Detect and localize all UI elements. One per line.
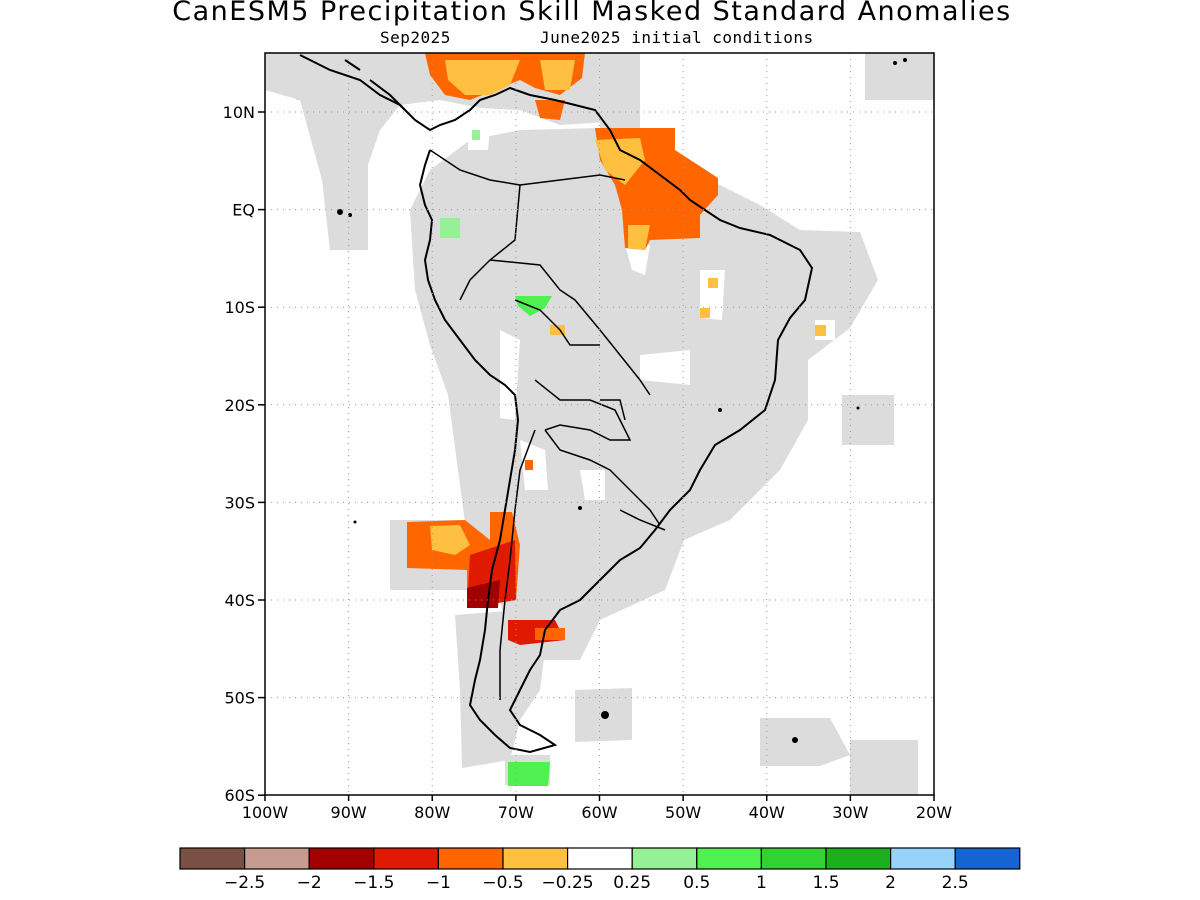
map-title: CanESM5 Precipitation Skill Masked Stand… [172, 0, 1012, 27]
lat-tick-label: 20S [224, 396, 255, 415]
positive-anomalies [440, 130, 552, 786]
colorbar-swatch [760, 847, 827, 870]
colorbar-swatch [825, 847, 892, 870]
colorbar-swatch [244, 847, 310, 870]
colorbar-swatch [437, 847, 504, 870]
country-borders [429, 149, 666, 700]
lon-tick-label: 70W [498, 803, 534, 822]
lat-tick-label: 10N [223, 103, 255, 122]
colorbar-swatch [179, 847, 246, 870]
lon-tick-label: 100W [242, 803, 289, 822]
colorbar-swatch [954, 847, 1021, 870]
colorbar-swatch [696, 847, 762, 870]
lat-tick-label: 10S [224, 298, 255, 317]
colorbar-label: 1.5 [812, 873, 839, 893]
lon-tick-label: 80W [414, 803, 450, 822]
colorbar-label: 0.5 [683, 873, 710, 893]
lon-tick-label: 40W [749, 803, 785, 822]
lat-tick-label: 50S [224, 689, 255, 708]
lat-tick-label: 30S [224, 493, 255, 512]
lon-tick-label: 50W [665, 803, 701, 822]
lat-tick-label: EQ [232, 201, 255, 220]
lon-tick-label: 20W [916, 803, 952, 822]
colorbar-label: 2.5 [942, 873, 969, 893]
target-month: Sep2025 [380, 28, 451, 47]
colorbar-label: −1 [426, 873, 451, 893]
colorbar-swatch [631, 847, 698, 870]
colorbar-swatch [308, 847, 375, 870]
colorbar: −2.5 −2 −1.5 −1 −0.5 −0.25 0.25 0.5 1 1.5 2 2.5 [179, 847, 1021, 893]
colorbar-label: −1.5 [353, 873, 394, 893]
lon-tick-label: 90W [331, 803, 367, 822]
colorbar-swatch [566, 847, 633, 870]
colorbar-label: −2.5 [224, 873, 265, 893]
lat-tick-label: 60S [224, 786, 255, 805]
colorbar-label: −2 [297, 873, 322, 893]
colorbar-label: −0.5 [482, 873, 523, 893]
colorbar-label: −0.25 [542, 873, 594, 893]
graticule [265, 53, 934, 795]
lat-tick-label: 40S [224, 591, 255, 610]
map-layer [265, 53, 934, 795]
colorbar-label: 0.25 [613, 873, 651, 893]
colorbar-label: 2 [885, 873, 896, 893]
longitude-axis: 100W 90W 80W 70W 60W 50W 40W 30W 20W [242, 795, 952, 822]
colorbar-swatch [373, 847, 439, 870]
islands [337, 58, 907, 743]
negative-anomalies [407, 53, 826, 645]
latitude-axis: 10N EQ 10S 20S 30S 40S 50S 60S [223, 103, 265, 805]
initial-conditions: June2025 initial conditions [540, 28, 814, 47]
coastlines [299, 54, 814, 754]
lon-tick-label: 60W [581, 803, 617, 822]
colorbar-label: 1 [756, 873, 767, 893]
colorbar-swatch [502, 847, 569, 870]
colorbar-swatch [889, 847, 956, 870]
lon-tick-label: 30W [832, 803, 868, 822]
